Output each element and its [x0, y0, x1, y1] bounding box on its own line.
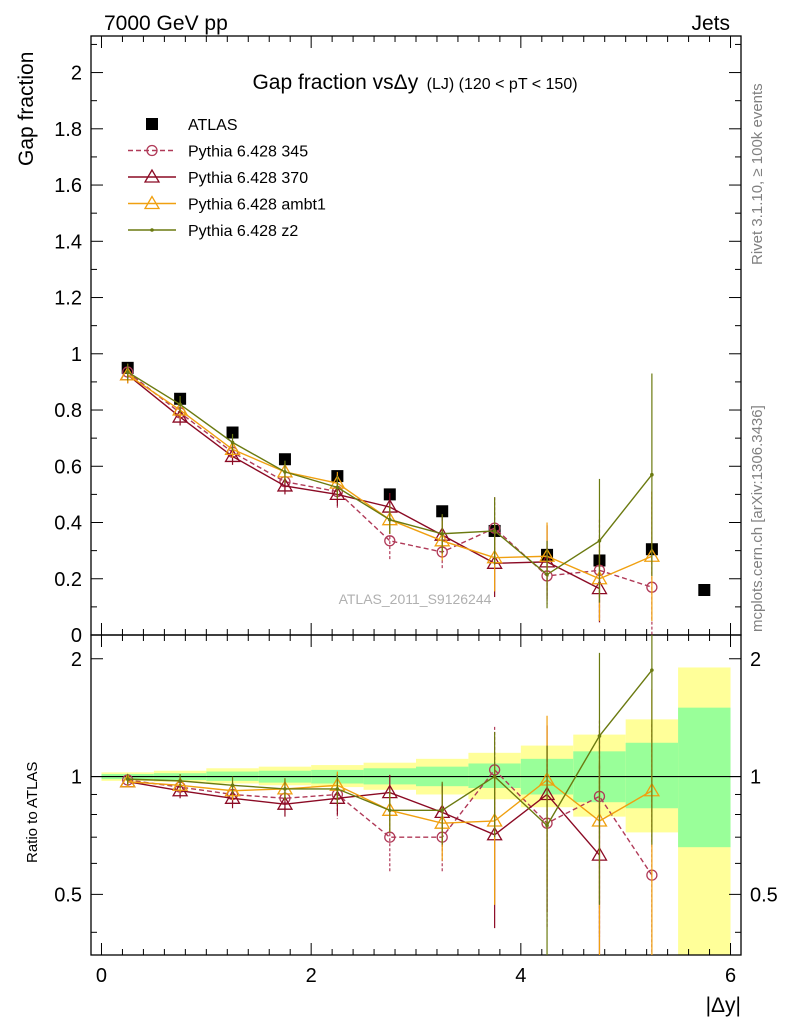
legend-marker — [143, 168, 161, 183]
y-tick-label-right: 2 — [750, 649, 761, 671]
y-tick-label: 0.6 — [54, 456, 82, 478]
data-point — [224, 448, 241, 463]
legend-label: Pythia 6.428 z2 — [188, 223, 298, 240]
series-pythia-6-428-z2 — [125, 363, 654, 609]
y-tick-label: 0.5 — [54, 884, 82, 906]
x-tick-label: 4 — [515, 965, 526, 987]
data-point — [440, 531, 445, 536]
data-point — [387, 808, 392, 813]
ratio-ylabel: Ratio to ATLAS — [24, 762, 41, 863]
data-point — [125, 777, 130, 781]
series-line — [127, 768, 653, 876]
chart-title: Gap fraction vsΔy (LJ) (120 < pT < 150) — [252, 71, 577, 94]
data-point — [230, 783, 235, 788]
data-point — [492, 774, 497, 779]
data-point — [171, 408, 189, 423]
legend-marker — [146, 144, 158, 157]
data-point — [226, 426, 239, 439]
chart-title-small: (LJ) (120 < pT < 150) — [427, 76, 578, 93]
legend-marker — [143, 195, 161, 210]
data-point — [545, 572, 549, 577]
data-point — [436, 505, 449, 518]
data-point — [178, 402, 182, 407]
y-tick-label: 1 — [71, 767, 82, 789]
data-point — [335, 787, 340, 791]
x-axis-label: |Δy| — [706, 994, 741, 1017]
legend-label: ATLAS — [188, 117, 238, 134]
data-point — [545, 823, 549, 828]
legend: ATLAS Pythia 6.428 345 Pythia 6.428 370 Pyt… — [128, 117, 326, 240]
legend-marker — [146, 118, 158, 130]
data-point — [276, 795, 294, 810]
data-point — [384, 535, 396, 547]
data-point — [283, 787, 287, 791]
x-tick-label: 0 — [96, 965, 107, 987]
data-point — [698, 584, 711, 597]
data-point — [171, 776, 189, 791]
ratio-series-group — [119, 635, 661, 955]
data-point — [278, 453, 291, 466]
series-line — [127, 781, 600, 856]
data-point — [119, 773, 136, 788]
series-pythia-6-428-370 — [119, 366, 608, 623]
process-label: Jets — [691, 12, 730, 35]
y-tick-label: 2 — [71, 63, 82, 85]
data-point — [276, 477, 294, 492]
data-point — [224, 790, 241, 804]
x-tick-label: 2 — [306, 965, 317, 987]
main-series-group — [119, 361, 711, 635]
ratio-panel-frame: 0 2 4 6 0.5 0.5 1 1 2 2 — [54, 634, 778, 987]
main-panel-frame: 0 0.2 0.4 0.6 0.8 1 1.2 1.4 1.6 1.8 2 — [54, 35, 742, 647]
rivet-label: Rivet 3.1.10, ≥ 100k events — [749, 83, 766, 265]
y-tick-label: 0 — [71, 625, 82, 647]
data-point — [387, 517, 392, 522]
data-point — [224, 782, 241, 797]
y-tick-label-right: 1 — [750, 767, 761, 789]
series-atlas — [121, 361, 711, 597]
y-tick-label: 1.8 — [54, 119, 82, 141]
legend-label: Pythia 6.428 ambt1 — [188, 197, 326, 214]
data-point — [597, 538, 602, 543]
data-point — [171, 401, 189, 416]
chart-title-main: Gap fraction vsΔy — [252, 71, 418, 94]
y-tick-label: 0.4 — [54, 513, 82, 535]
legend-marker — [150, 228, 154, 232]
y-tick-label: 1.2 — [54, 288, 82, 310]
data-point — [329, 486, 346, 501]
y-tick-label: 1.6 — [54, 175, 82, 197]
energy-label: 7000 GeV pp — [104, 12, 228, 35]
data-point — [335, 485, 340, 490]
data-point — [597, 734, 602, 738]
y-tick-label: 1 — [71, 344, 82, 366]
data-point — [224, 441, 241, 456]
data-point — [440, 808, 445, 813]
data-point — [178, 779, 182, 783]
data-point — [230, 440, 235, 445]
analysis-label: ATLAS_2011_S9126244 — [339, 591, 492, 607]
data-point — [125, 370, 130, 374]
series-line — [127, 371, 653, 588]
y-tick-label-right: 0.5 — [750, 884, 778, 906]
ratio-band-inner — [678, 707, 731, 848]
series-pythia-6-428-z2 — [125, 635, 654, 955]
data-point — [650, 668, 654, 672]
legend-label: Pythia 6.428 370 — [188, 170, 308, 187]
x-tick-label: 6 — [725, 965, 736, 987]
series-line — [127, 371, 653, 576]
mcplots-label: mcplots.cern.ch [arXiv:1306.3436] — [749, 405, 766, 632]
y-tick-label: 2 — [71, 649, 82, 671]
y-tick-label: 0.2 — [54, 569, 82, 591]
main-ylabel: Gap fraction — [15, 52, 38, 166]
data-point — [283, 470, 287, 474]
data-point — [492, 529, 497, 533]
y-tick-label: 1.4 — [54, 231, 82, 253]
ratio-uncertainty-bands — [101, 667, 731, 955]
y-tick-label: 0.8 — [54, 400, 82, 422]
legend-label: Pythia 6.428 345 — [188, 144, 308, 161]
data-point — [650, 472, 654, 477]
